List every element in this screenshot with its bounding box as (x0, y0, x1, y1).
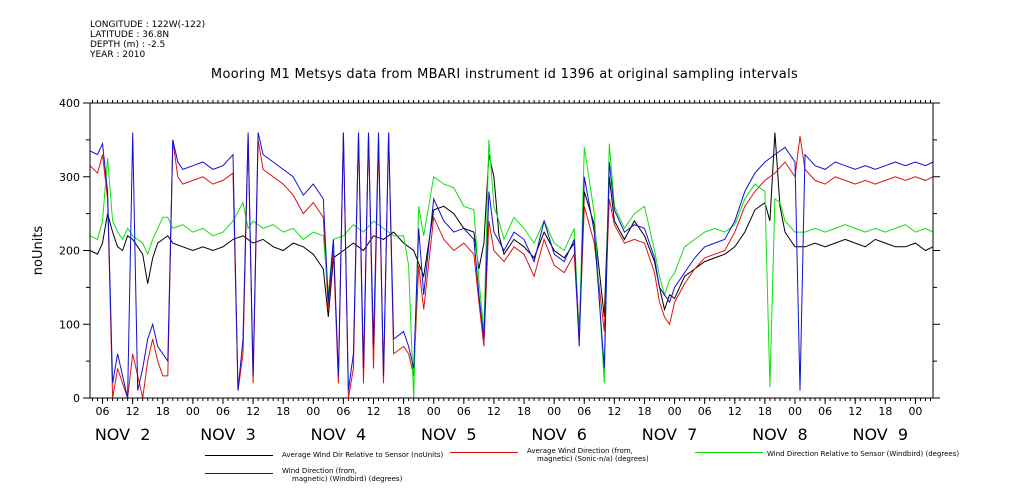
y-tick-label: 300 (59, 171, 80, 184)
legend-label-line2: magnetic) (Windbird) (degrees) (292, 475, 403, 483)
x-tick-label: 00 (547, 405, 561, 418)
x-tick-label: 00 (186, 405, 200, 418)
x-day-label: NOV 4 (311, 425, 367, 444)
legend-label-line1: Average Wind Direction (from, (527, 447, 633, 455)
y-axis: 0 100 200 300 400 (59, 97, 940, 405)
year-text: YEAR : 2010 (90, 50, 146, 60)
legend-label-line1: Wind Direction (from, (282, 467, 357, 475)
x-day-label: NOV 7 (642, 425, 698, 444)
x-tick-label: 18 (276, 405, 290, 418)
x-tick-label: 06 (457, 405, 471, 418)
y-tick-label: 400 (59, 97, 80, 110)
legend-label-2: Average Wind Direction (from, magnetic) (… (527, 447, 649, 463)
chart-title: Mooring M1 Metsys data from MBARI instru… (210, 67, 799, 82)
legend-label-1: Average Wind Dir Relative to Sensor (noU… (282, 451, 443, 459)
legend-swatch-2 (450, 452, 518, 453)
x-tick-label: 06 (216, 405, 230, 418)
x-tick-label: 18 (758, 405, 772, 418)
x-tick-label: 06 (96, 405, 110, 418)
x-day-label: NOV 5 (421, 425, 477, 444)
y-tick-label: 200 (59, 245, 80, 258)
legend-label-line2: magnetic) (Sonic-n/a) (degrees) (537, 455, 649, 463)
x-tick-label: 06 (818, 405, 832, 418)
x-axis: 06 12 18 00 06 12 18 00 06 12 18 00 06 12 18 00 06 12 18 00… (92, 100, 931, 444)
x-tick-label: 12 (246, 405, 260, 418)
legend-label-line1: Wind Direction Relative to Sensor (Windb… (767, 450, 960, 458)
legend-label-line1: Average Wind Dir Relative to Sensor (noU… (282, 451, 444, 459)
x-tick-label: 12 (728, 405, 742, 418)
y-axis-label: noUnits (31, 226, 46, 276)
x-day-label: NOV 3 (200, 425, 256, 444)
series-line-4 (89, 132, 934, 399)
legend-swatch-4 (205, 473, 273, 474)
latitude-text: LATITUDE : 36.8N (90, 30, 170, 40)
legend-swatch-3 (695, 452, 763, 453)
x-tick-label: 00 (306, 405, 320, 418)
x-day-label: NOV 9 (853, 425, 909, 444)
series-line-2 (89, 132, 934, 399)
series-line-3 (89, 139, 934, 399)
x-tick-label: 12 (607, 405, 621, 418)
x-day-label: NOV 8 (752, 425, 808, 444)
x-tick-label: 00 (668, 405, 682, 418)
x-day-label: NOV 6 (531, 425, 587, 444)
x-tick-label: 12 (848, 405, 862, 418)
x-tick-label: 06 (336, 405, 350, 418)
x-tick-label: 18 (397, 405, 411, 418)
plot-lines (89, 132, 934, 399)
metadata-block: LONGITUDE : 122W(-122) LATITUDE : 36.8N … (90, 20, 205, 60)
x-tick-label: 06 (577, 405, 591, 418)
x-tick-label: 12 (126, 405, 140, 418)
x-tick-label: 06 (698, 405, 712, 418)
series-line-1 (89, 132, 934, 332)
x-tick-label: 18 (156, 405, 170, 418)
x-tick-label: 12 (367, 405, 381, 418)
x-tick-label: 00 (908, 405, 922, 418)
y-tick-label: 100 (59, 318, 80, 331)
y-tick-label: 0 (73, 392, 80, 405)
longitude-text: LONGITUDE : 122W(-122) (90, 20, 206, 30)
x-tick-label: 18 (517, 405, 531, 418)
x-tick-label: 18 (637, 405, 651, 418)
legend-label-4: Wind Direction (from, magnetic) (Windbird… (282, 467, 402, 483)
x-tick-label: 18 (878, 405, 892, 418)
depth-text: DEPTH (m) : -2.5 (90, 40, 166, 50)
x-tick-label: 00 (427, 405, 441, 418)
x-day-label: NOV 2 (95, 425, 151, 444)
x-tick-label: 12 (487, 405, 501, 418)
x-tick-label: 00 (788, 405, 802, 418)
legend-swatch-1 (205, 455, 273, 456)
legend-label-3: Wind Direction Relative to Sensor (Windb… (767, 450, 959, 458)
